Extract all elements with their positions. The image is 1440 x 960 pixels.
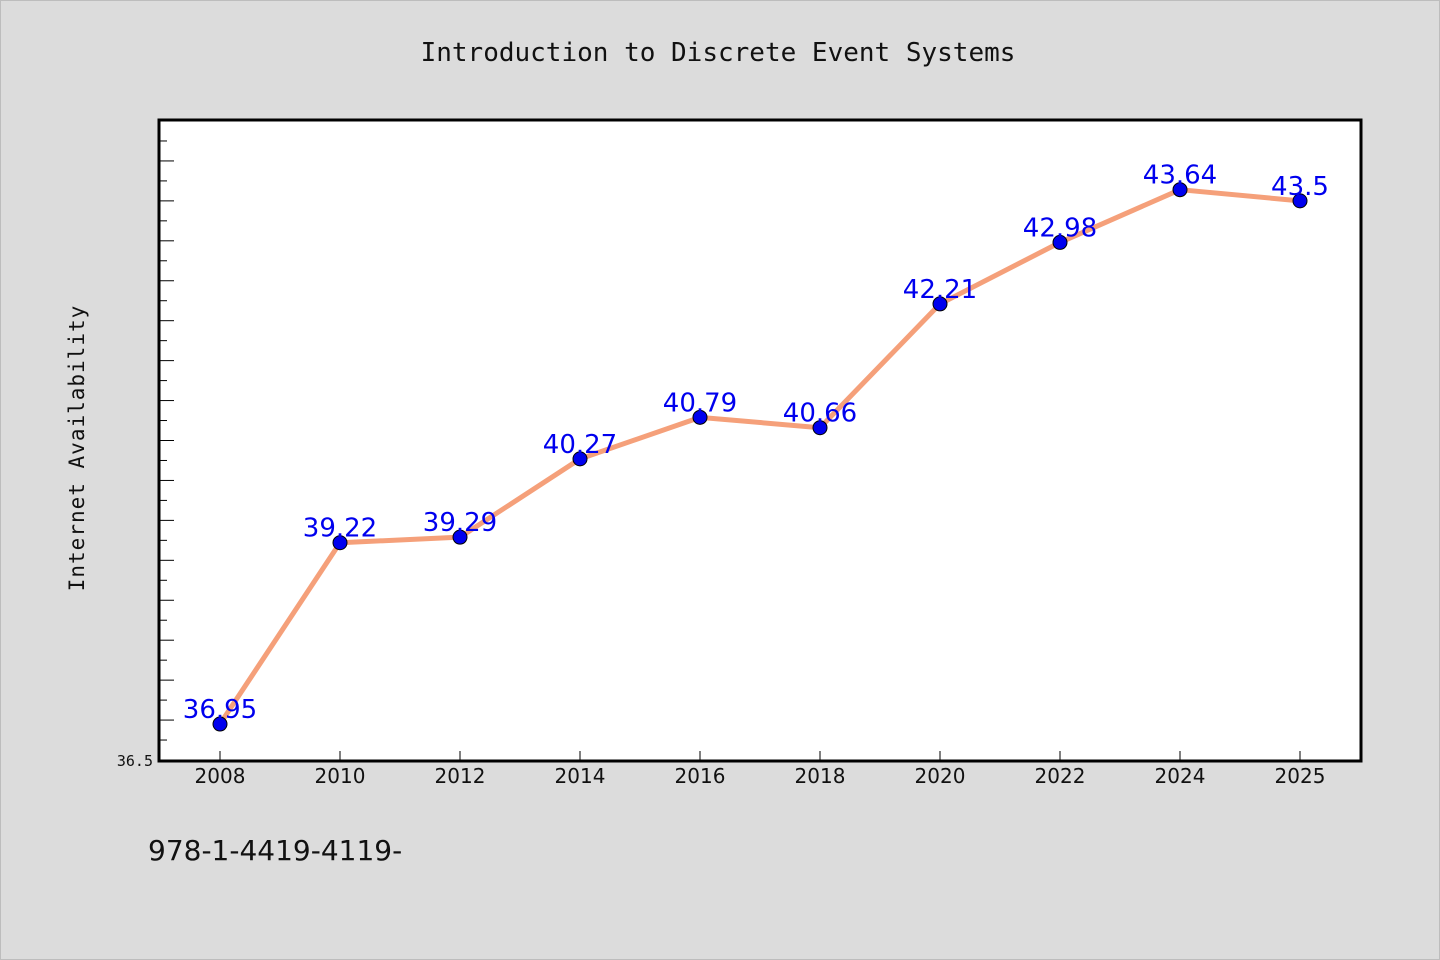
data-label: 40.79: [663, 388, 737, 418]
x-tick-label: 2010: [315, 764, 366, 788]
data-point-marker: [452, 529, 468, 545]
data-point-marker: [572, 451, 588, 467]
y-tick-labels: 36.5: [117, 752, 153, 770]
x-tick-label: 2008: [195, 764, 246, 788]
x-tick-label: 2020: [915, 764, 966, 788]
footer-text: 978-1-4419-4119-: [148, 834, 403, 867]
axis-ticks: [160, 140, 1301, 761]
data-point-marker: [1292, 193, 1308, 209]
data-label: 36.95: [183, 695, 257, 725]
data-point-marker: [692, 409, 708, 425]
data-label: 40.27: [543, 430, 617, 460]
data-label: 39.22: [303, 514, 377, 544]
x-tick-label: 2022: [1035, 764, 1086, 788]
x-tick-label: 2012: [435, 764, 486, 788]
data-label: 43.5: [1271, 172, 1329, 202]
y-tick-label: 36.5: [117, 752, 153, 770]
x-tick-label: 2018: [795, 764, 846, 788]
data-markers: [212, 182, 1308, 732]
data-label: 43.64: [1143, 161, 1217, 191]
chart-title: Introduction to Discrete Event Systems: [421, 38, 1016, 68]
x-tick-labels: 2008 2010 2012 2014 2016 2018 2020 2022 2024 2025: [195, 764, 1326, 788]
y-axis-label: Internet Availability: [65, 305, 89, 592]
series-line: [217, 187, 1303, 727]
data-point-marker: [332, 535, 348, 551]
x-tick-label: 2025: [1275, 764, 1326, 788]
data-point-marker: [1052, 234, 1068, 250]
data-label: 40.66: [783, 399, 857, 429]
x-tick-label: 2014: [555, 764, 606, 788]
data-point-marker: [932, 296, 948, 312]
data-point-marker: [1172, 182, 1188, 198]
data-point-marker: [812, 420, 828, 436]
plot-area: [157, 118, 1363, 763]
data-labels: 36.95 39.22 39.29 40.27 40.79 40.66 42.21 42.98…: [183, 161, 1329, 725]
data-label: 42.21: [903, 275, 977, 305]
x-tick-label: 2024: [1155, 764, 1206, 788]
data-label: 39.29: [423, 508, 497, 538]
series-line-group: [217, 187, 1303, 727]
data-label: 42.98: [1023, 213, 1097, 243]
x-tick-label: 2016: [675, 764, 726, 788]
data-point-marker: [212, 716, 228, 732]
